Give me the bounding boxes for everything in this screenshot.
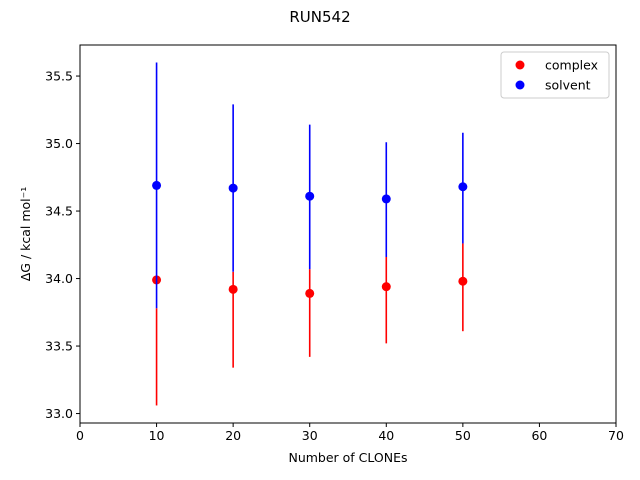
data-point — [381, 194, 391, 204]
x-axis-label: Number of CLONEs — [288, 450, 407, 465]
y-tick-label: 33.0 — [45, 406, 73, 421]
plot-frame — [79, 44, 617, 424]
y-tick-label: 34.0 — [45, 271, 73, 286]
legend-marker-solvent — [515, 80, 525, 90]
data-point — [458, 182, 468, 192]
data-point — [381, 282, 391, 292]
chart-title: RUN542 — [289, 8, 350, 26]
x-tick-label: 0 — [76, 428, 84, 443]
legend-frame — [500, 51, 610, 99]
legend: complex solvent — [500, 51, 610, 99]
y-tick-label: 35.5 — [45, 69, 73, 84]
plot-area — [152, 62, 468, 406]
data-point — [458, 276, 468, 286]
y-axis-label: ΔG / kcal mol⁻¹ — [18, 187, 33, 282]
data-point — [305, 288, 315, 298]
data-point — [228, 284, 238, 294]
legend-label-solvent: solvent — [545, 78, 591, 93]
data-point — [305, 191, 315, 201]
x-tick-label: 50 — [455, 428, 471, 443]
x-tick-label: 20 — [225, 428, 241, 443]
y-tick-label: 34.5 — [45, 204, 73, 219]
y-tick-label: 35.0 — [45, 136, 73, 151]
y-tick-label: 33.5 — [45, 339, 73, 354]
y-axis: 33.0 33.5 34.0 34.5 35.0 35.5 — [45, 69, 80, 421]
x-tick-label: 60 — [531, 428, 547, 443]
x-tick-label: 40 — [378, 428, 394, 443]
legend-label-complex: complex — [545, 58, 598, 73]
x-tick-label: 70 — [608, 428, 624, 443]
data-point — [152, 180, 162, 190]
x-axis: 0 10 20 30 40 50 60 70 — [76, 423, 624, 443]
x-tick-label: 10 — [149, 428, 165, 443]
x-tick-label: 30 — [302, 428, 318, 443]
data-point — [228, 183, 238, 193]
series-solvent — [152, 62, 468, 309]
legend-marker-complex — [515, 60, 525, 70]
